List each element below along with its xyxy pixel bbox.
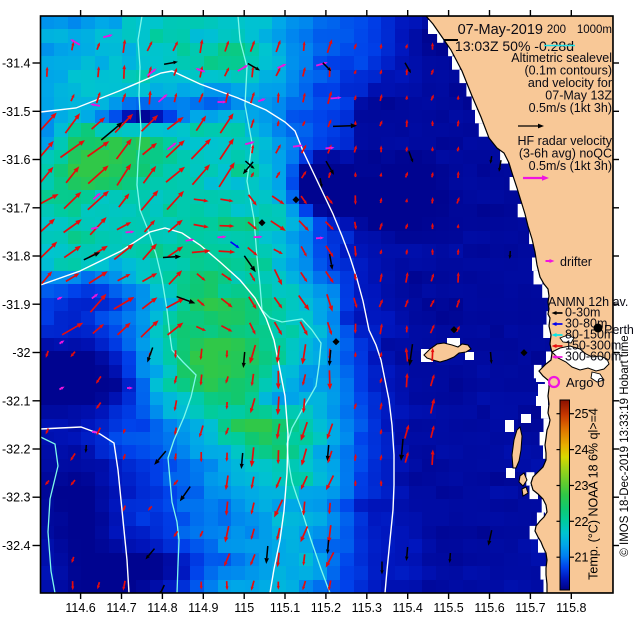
svg-text:115.5: 115.5 [433, 601, 463, 615]
svg-text:(0.1m contours): (0.1m contours) [524, 64, 612, 78]
svg-text:115.7: 115.7 [515, 601, 545, 615]
svg-text:Altimetric sealevel: Altimetric sealevel [511, 51, 612, 65]
svg-text:80-150m: 80-150m [565, 328, 614, 342]
svg-text:-32.2: -32.2 [2, 443, 31, 457]
svg-text:Argo 0: Argo 0 [566, 375, 604, 390]
svg-text:07-May-2019: 07-May-2019 [458, 22, 543, 38]
svg-text:114.6: 114.6 [65, 601, 95, 615]
svg-text:0-30m: 0-30m [565, 306, 600, 320]
svg-text:21: 21 [575, 551, 589, 565]
svg-text:150-300m: 150-300m [565, 339, 621, 353]
svg-text:114.8: 114.8 [147, 601, 177, 615]
svg-text:22: 22 [575, 515, 589, 529]
svg-text:drifter: drifter [560, 255, 592, 269]
svg-text:© IMOS 18-Dec-2019 13:33:19 Ho: © IMOS 18-Dec-2019 13:33:19 Hobart time [619, 335, 631, 556]
svg-text:-31.4: -31.4 [2, 57, 31, 71]
svg-text:-32: -32 [12, 346, 30, 360]
svg-text:1000m: 1000m [577, 24, 612, 36]
svg-text:-31.8: -31.8 [2, 250, 31, 264]
svg-text:13:03Z 50% -0.28d: 13:03Z 50% -0.28d [455, 38, 574, 54]
svg-text:24: 24 [575, 443, 589, 457]
svg-text:115: 115 [234, 601, 254, 615]
svg-text:25: 25 [575, 407, 589, 421]
svg-text:-32.4: -32.4 [2, 539, 31, 553]
svg-text:-32.1: -32.1 [2, 394, 31, 408]
svg-text:0.5m/s (1kt 3h): 0.5m/s (1kt 3h) [529, 159, 612, 173]
svg-text:Temp. (°C) NOAA 18 6% ql>=4: Temp. (°C) NOAA 18 6% ql>=4 [587, 408, 601, 580]
svg-text:115.1: 115.1 [270, 601, 300, 615]
svg-text:0.5m/s (1kt 3h): 0.5m/s (1kt 3h) [529, 101, 612, 115]
svg-text:115.2: 115.2 [311, 601, 341, 615]
svg-text:300-600m: 300-600m [565, 350, 621, 364]
svg-text:and velocity for: and velocity for [528, 76, 612, 90]
svg-text:-31.7: -31.7 [2, 201, 31, 215]
svg-text:115.3: 115.3 [352, 601, 382, 615]
svg-text:23: 23 [575, 479, 589, 493]
svg-text:-31.9: -31.9 [2, 298, 31, 312]
svg-text:-32.3: -32.3 [2, 491, 31, 505]
svg-text:-31.6: -31.6 [2, 153, 31, 167]
svg-text:200: 200 [547, 24, 566, 36]
svg-text:ANMN 12h av.: ANMN 12h av. [548, 295, 628, 309]
svg-text:115.8: 115.8 [556, 601, 586, 615]
svg-text:-31.5: -31.5 [2, 105, 31, 119]
svg-text:HF radar velocity: HF radar velocity [518, 134, 613, 148]
svg-text:114.9: 114.9 [188, 601, 218, 615]
svg-text:07-May 13Z: 07-May 13Z [545, 89, 612, 103]
svg-text:115.6: 115.6 [474, 601, 504, 615]
svg-text:(3-6h avg) noQC: (3-6h avg) noQC [519, 147, 612, 161]
svg-text:115.4: 115.4 [393, 601, 423, 615]
svg-text:Perth: Perth [604, 323, 634, 337]
svg-text:114.7: 114.7 [106, 601, 136, 615]
